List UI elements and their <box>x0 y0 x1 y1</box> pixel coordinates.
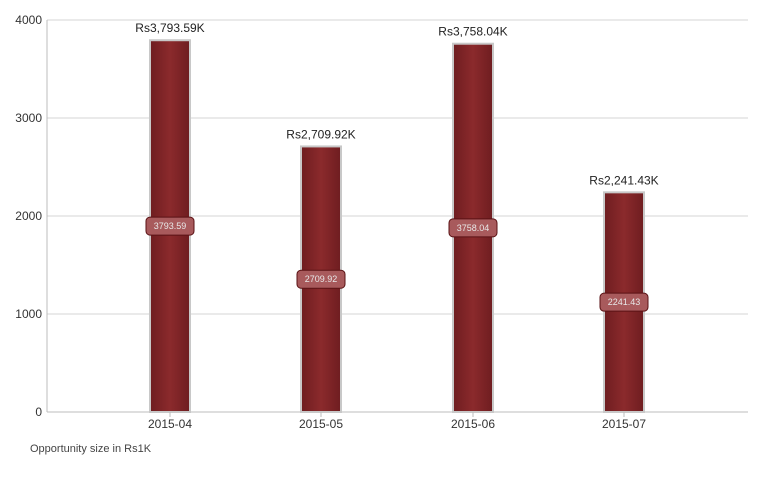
chart-caption: Opportunity size in Rs1K <box>30 443 152 455</box>
x-tick-label: 2015-06 <box>451 417 495 431</box>
bar-inner-label: 2241.43 <box>608 297 641 307</box>
bar-inner-label: 2709.92 <box>305 274 338 284</box>
bar-group: Rs2,709.92K 2709.92 <box>286 127 356 414</box>
bars: Rs3,793.59K 3793.59 Rs2,709.92K 2709.92 Rs3,… <box>135 21 659 414</box>
bar-group: Rs3,758.04K 3758.04 <box>438 25 508 414</box>
y-axis-ticks: 0 1000 2000 3000 4000 <box>15 13 42 419</box>
y-tick-label: 4000 <box>15 13 42 27</box>
bar-group: Rs2,241.43K 2241.43 <box>589 173 659 413</box>
bar-inner-label-box <box>448 218 498 238</box>
bar-value-label: Rs2,709.92K <box>286 127 355 141</box>
x-axis-ticks: 2015-04 2015-05 2015-06 2015-07 <box>148 412 646 431</box>
x-tick-label: 2015-04 <box>148 417 192 431</box>
y-tick-label: 0 <box>35 405 42 419</box>
bar-inner-label: 3793.59 <box>154 221 187 231</box>
y-tick-label: 3000 <box>15 111 42 125</box>
bar-value-label: Rs2,241.43K <box>589 173 658 187</box>
x-tick-label: 2015-05 <box>299 417 343 431</box>
bar-inner-label: 3758.04 <box>457 223 490 233</box>
x-tick-label: 2015-07 <box>602 417 646 431</box>
bar-value-label: Rs3,793.59K <box>135 21 204 35</box>
bar-group: Rs3,793.59K 3793.59 <box>135 21 205 413</box>
y-tick-label: 1000 <box>15 307 42 321</box>
y-tick-label: 2000 <box>15 209 42 223</box>
bar-inner-label-box <box>145 216 195 236</box>
bar-value-label: Rs3,758.04K <box>438 25 507 39</box>
bar-inner-label-box <box>296 269 346 289</box>
bar-inner-label-box <box>599 292 649 312</box>
